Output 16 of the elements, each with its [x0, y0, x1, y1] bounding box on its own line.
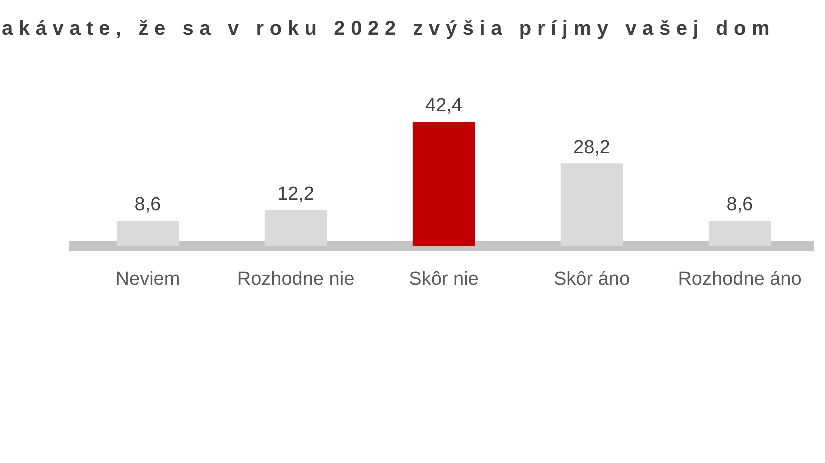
bar	[560, 164, 624, 246]
bar	[116, 221, 180, 246]
x-tick-label: Skôr áno	[554, 268, 630, 290]
data-label: 42,4	[426, 96, 463, 117]
x-tick-label: Rozhodne áno	[678, 268, 802, 290]
data-label: 8,6	[726, 194, 754, 216]
data-label: 28,2	[574, 137, 610, 158]
data-label: 12,2	[278, 184, 314, 206]
chart-title: akávate, že sa v roku 2022 zvýšia príjmy vašej dom	[2, 18, 776, 41]
x-tick-label: Skôr nie	[409, 268, 479, 290]
x-tick-label: Neviem	[116, 268, 180, 290]
x-tick-label: Rozhodne nie	[237, 268, 355, 290]
bar	[412, 122, 476, 246]
bar	[264, 210, 328, 246]
data-label: 8,6	[134, 194, 162, 216]
bar	[708, 221, 772, 246]
